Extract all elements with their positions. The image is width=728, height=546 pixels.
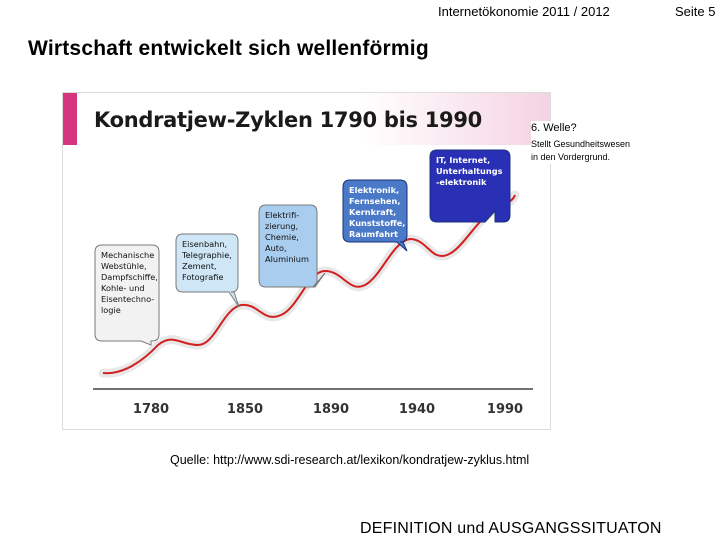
bubble-line: Elektronik, bbox=[349, 185, 399, 195]
bubble-line: Elektrifi- bbox=[265, 210, 299, 220]
wave-bubble: Eisenbahn,Telegraphie,Zement,Fotografie bbox=[175, 233, 240, 308]
bubble-line: Fernsehen, bbox=[349, 196, 400, 206]
year-label: 1890 bbox=[313, 402, 349, 417]
bubble-line: Aluminium bbox=[265, 254, 309, 264]
kondratjew-figure: Kondratjew-Zyklen 1790 bis 1990 1780 1850… bbox=[63, 93, 550, 429]
bubble-line: Unterhaltungs bbox=[436, 166, 503, 176]
kondratjew-curve bbox=[102, 194, 516, 375]
bubble-line: Eisenbahn, bbox=[182, 239, 227, 249]
bubble-line: Kohle- und bbox=[101, 283, 145, 293]
wave-diagram: 1780 1850 1890 1940 1990 MechanischeWebstühl… bbox=[93, 149, 533, 417]
figure-title: Kondratjew-Zyklen 1790 bis 1990 bbox=[94, 108, 482, 132]
year-label: 1990 bbox=[487, 402, 523, 417]
bubble-line: Eisentechno- bbox=[101, 294, 154, 304]
wave-bubble: MechanischeWebstühle,Dampfschiffe,Kohle-… bbox=[94, 244, 160, 346]
note-line: Stellt Gesundheitswesen bbox=[531, 139, 631, 149]
bubble-line: zierung, bbox=[265, 221, 298, 231]
year-labels: 1780 1850 1890 1940 1990 bbox=[133, 402, 523, 417]
bubble-line: Mechanische bbox=[101, 250, 154, 260]
bubble-shape bbox=[342, 179, 408, 252]
bubble-line: Telegraphie, bbox=[181, 250, 232, 260]
note-line: in den Vordergrund. bbox=[531, 152, 611, 162]
bubble-shape bbox=[94, 244, 160, 346]
course-label: Internetökonomie 2011 / 2012 bbox=[438, 4, 610, 19]
figure-title-bar bbox=[63, 93, 550, 145]
sixth-wave-note: 6. Welle? Stellt Gesundheitswesen in den… bbox=[531, 121, 651, 164]
wave-bubbles: MechanischeWebstühle,Dampfschiffe,Kohle-… bbox=[94, 149, 511, 346]
note-heading: 6. Welle? bbox=[531, 122, 577, 134]
bubble-line: Kunststoffe, bbox=[349, 218, 405, 228]
year-label: 1940 bbox=[399, 402, 435, 417]
section-footer: DEFINITION und AUSGANGSSITUATON bbox=[360, 520, 662, 537]
bubble-line: Auto, bbox=[265, 243, 287, 253]
slide-title: Wirtschaft entwickelt sich wellenförmig bbox=[28, 37, 429, 60]
note-body: Stellt Gesundheitswesen in den Vordergru… bbox=[531, 138, 651, 164]
source-citation: Quelle: http://www.sdi-research.at/lexik… bbox=[170, 453, 530, 467]
bubble-line: logie bbox=[101, 305, 121, 315]
bubble-shape bbox=[429, 149, 511, 223]
wave-bubble: IT, Internet,Unterhaltungs-elektronik bbox=[429, 149, 511, 223]
bubble-line: Webstühle, bbox=[101, 261, 147, 271]
bubble-line: -elektronik bbox=[436, 177, 487, 187]
wave-bubble: Elektronik,Fernsehen,Kernkraft,Kunststof… bbox=[342, 179, 408, 252]
bubble-shape bbox=[258, 204, 326, 288]
bubble-line: Fotografie bbox=[182, 272, 223, 282]
bubble-line: IT, Internet, bbox=[436, 155, 490, 165]
bubble-line: Chemie, bbox=[265, 232, 299, 242]
year-label: 1850 bbox=[227, 402, 263, 417]
wave-bubble: Elektrifi-zierung,Chemie,Auto,Aluminium bbox=[258, 204, 326, 288]
bubble-line: Raumfahrt bbox=[349, 229, 398, 239]
bubble-line: Kernkraft, bbox=[349, 207, 396, 217]
year-label: 1780 bbox=[133, 402, 169, 417]
bubble-shape bbox=[175, 233, 240, 308]
bubble-line: Dampfschiffe, bbox=[101, 272, 158, 282]
page-number: Seite 5 bbox=[675, 4, 716, 19]
bubble-line: Zement, bbox=[182, 261, 217, 271]
